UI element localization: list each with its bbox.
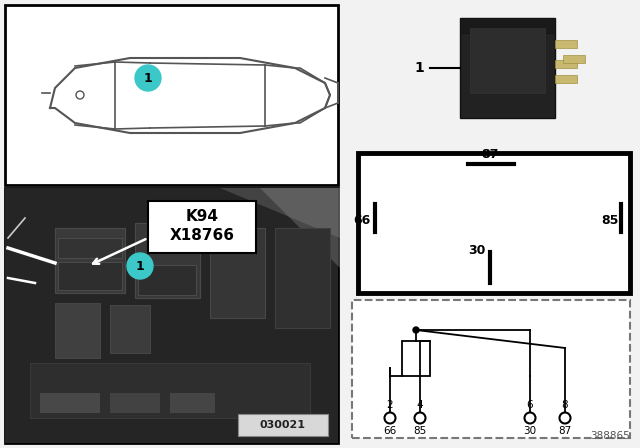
Text: 66: 66 <box>353 214 370 227</box>
Bar <box>40 393 100 413</box>
Polygon shape <box>220 188 340 238</box>
Text: 30: 30 <box>468 244 486 257</box>
Text: 1: 1 <box>143 72 152 85</box>
Polygon shape <box>200 188 340 268</box>
Bar <box>460 18 555 118</box>
Text: X18766: X18766 <box>170 228 234 242</box>
Text: 1: 1 <box>414 61 424 75</box>
Text: 66: 66 <box>383 426 397 436</box>
Bar <box>352 300 630 438</box>
Bar <box>275 228 330 328</box>
Bar <box>110 393 160 413</box>
Text: 30: 30 <box>524 426 536 436</box>
Bar <box>5 188 338 443</box>
Circle shape <box>135 65 161 91</box>
Circle shape <box>413 327 419 333</box>
Text: 1: 1 <box>136 259 145 272</box>
Bar <box>110 305 150 353</box>
Bar <box>55 228 125 293</box>
Text: 2: 2 <box>387 400 394 410</box>
Text: 4: 4 <box>417 400 423 410</box>
Bar <box>138 265 196 295</box>
Polygon shape <box>50 58 330 133</box>
Circle shape <box>127 253 153 279</box>
Bar <box>58 238 122 258</box>
Text: 85: 85 <box>413 426 427 436</box>
Bar <box>563 55 585 63</box>
Bar <box>58 262 122 290</box>
Text: 6: 6 <box>527 400 533 410</box>
Bar <box>55 303 100 358</box>
Bar <box>30 363 310 418</box>
Bar <box>210 228 265 318</box>
Bar <box>170 393 215 413</box>
Bar <box>555 60 577 68</box>
Bar <box>238 414 328 436</box>
Text: 388865: 388865 <box>590 431 630 441</box>
Bar <box>148 201 256 253</box>
Bar <box>470 28 545 93</box>
Bar <box>460 18 555 33</box>
Text: 030021: 030021 <box>260 420 306 430</box>
Text: 87: 87 <box>481 148 499 161</box>
Text: K94: K94 <box>186 208 218 224</box>
Text: 8: 8 <box>562 400 568 410</box>
Bar <box>135 223 200 298</box>
Text: 87: 87 <box>558 426 572 436</box>
Bar <box>402 341 430 376</box>
Bar <box>5 188 338 443</box>
Bar <box>555 40 577 48</box>
Text: 85: 85 <box>602 214 619 227</box>
Bar <box>5 5 338 185</box>
Bar <box>358 153 630 293</box>
Bar <box>555 75 577 83</box>
